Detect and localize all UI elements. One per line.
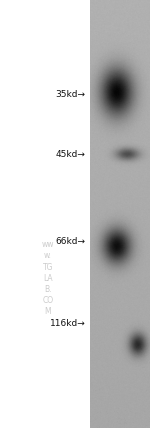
Text: 45kd→: 45kd→: [56, 149, 86, 159]
Bar: [90, 0, 150, 428]
Text: 66kd→: 66kd→: [56, 237, 86, 247]
Text: ww
w.
TG
LA
B.
CO
M: ww w. TG LA B. CO M: [42, 241, 54, 316]
Text: 35kd→: 35kd→: [56, 89, 86, 99]
Text: 116kd→: 116kd→: [50, 318, 86, 328]
